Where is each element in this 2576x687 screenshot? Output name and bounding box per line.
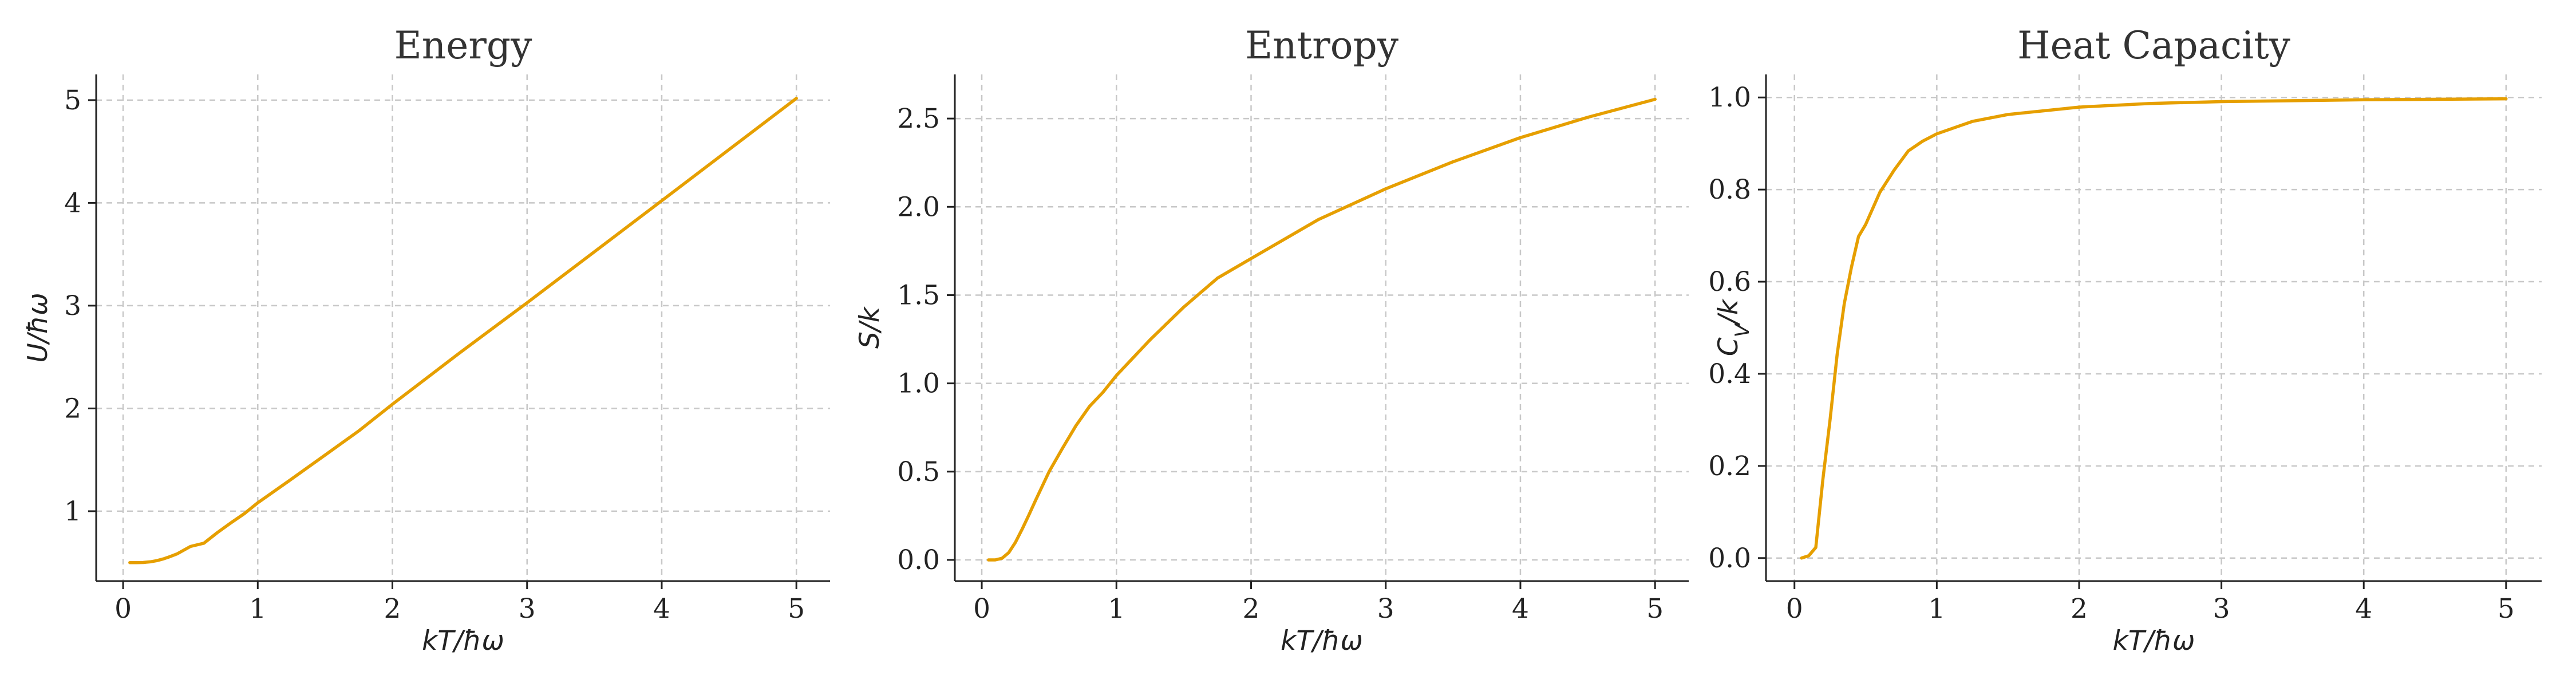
- chart-3-x-tick-label: 1: [1928, 593, 1945, 625]
- chart-1-series-line: [128, 97, 798, 564]
- chart-2-x-axis-label: kT/ħω: [1281, 625, 1363, 657]
- chart-2-x-tick-label: 5: [1646, 593, 1664, 625]
- chart-2-y-axis-label: S/k: [854, 306, 886, 349]
- chart-1-title: Energy: [394, 23, 533, 68]
- chart-2-y-tick-label: 1.5: [897, 279, 940, 311]
- chart-3-y-tick-label: 0.6: [1708, 266, 1751, 298]
- chart-2-y-tick-label: 0.0: [897, 544, 940, 576]
- chart-1-x-tick-label: 3: [519, 593, 536, 625]
- chart-1-y-tick-label: 1: [64, 496, 81, 527]
- chart-2-x-tick-label: 0: [973, 593, 990, 625]
- chart-2-title: Entropy: [1245, 23, 1399, 68]
- chart-2-x-tick-label: 1: [1108, 593, 1125, 625]
- chart-3-x-axis-label: kT/ħω: [2113, 625, 2195, 657]
- chart-1-x-tick-label: 1: [249, 593, 266, 625]
- chart-3-y-tick-label: 0.2: [1708, 451, 1751, 482]
- chart-3-x-tick-label: 3: [2213, 593, 2230, 625]
- chart-1-y-tick-label: 3: [64, 290, 81, 322]
- chart-2-x-tick-label: 3: [1377, 593, 1394, 625]
- chart-1-x-tick-label: 2: [384, 593, 401, 625]
- chart-2-x-tick-label: 2: [1243, 593, 1260, 625]
- chart-1-x-tick-label: 5: [788, 593, 805, 625]
- chart-3-y-axis-label: CV/k: [1713, 298, 1754, 356]
- chart-3-x-tick-label: 5: [2498, 593, 2515, 625]
- chart-3-x-tick-label: 4: [2355, 593, 2372, 625]
- chart-2-y-tick-label: 2.0: [897, 191, 940, 223]
- chart-2-y-tick-label: 0.5: [897, 456, 940, 488]
- chart-3-y-tick-label: 0.8: [1708, 174, 1751, 206]
- chart-3-title: Heat Capacity: [2017, 23, 2291, 68]
- chart-1-y-tick-label: 2: [64, 393, 81, 424]
- chart-3-y-tick-label: 0.0: [1708, 543, 1751, 574]
- chart-3-x-tick-label: 0: [1786, 593, 1803, 625]
- chart-3-x-tick-label: 2: [2071, 593, 2088, 625]
- chart-2-y-tick-label: 1.0: [897, 368, 940, 400]
- chart-1-x-axis-label: kT/ħω: [422, 625, 504, 657]
- chart-1: 0 1 2 3 4 5 1 2 3 4 5 Energy kT/ħω U/ħω: [22, 23, 830, 657]
- chart-3-series-line: [1800, 97, 2508, 560]
- chart-2-y-tick-label: 2.5: [897, 103, 940, 135]
- chart-2-series-line: [987, 97, 1657, 562]
- chart-1-y-tick-label: 4: [64, 187, 81, 219]
- chart-1-x-tick-label: 4: [653, 593, 670, 625]
- chart-1-y-axis-label: U/ħω: [22, 293, 54, 362]
- chart-3-y-tick-label: 0.4: [1708, 358, 1751, 390]
- chart-3-y-tick-label: 1.0: [1708, 82, 1751, 113]
- chart-3: 0 1 2 3 4 5 0.0 0.2 0.4 0.6 0.8 1.0 Heat Capacity kT/…: [1708, 23, 2542, 657]
- chart-1-x-tick-label: 0: [114, 593, 132, 625]
- chart-1-y-tick-label: 5: [64, 85, 81, 116]
- chart-2-x-tick-label: 4: [1512, 593, 1529, 625]
- chart-2: 0 1 2 3 4 5 0.0 0.5 1.0 1.5 2.0 2.5 Entropy kT/ħω S/k: [854, 23, 1689, 657]
